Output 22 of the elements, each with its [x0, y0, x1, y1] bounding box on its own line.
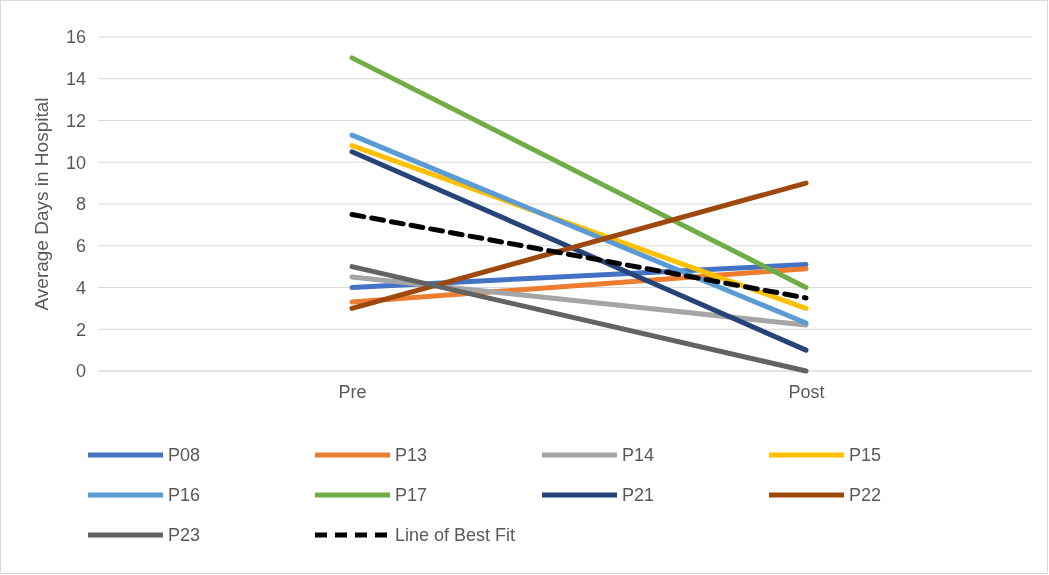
y-tick-label: 10 [65, 152, 86, 173]
legend-label: P08 [168, 445, 201, 465]
legend-label: P21 [622, 485, 655, 505]
legend-label: P16 [168, 485, 201, 505]
x-tick-label: Post [788, 381, 825, 402]
legend-label: P22 [849, 485, 882, 505]
y-tick-label: 0 [75, 361, 86, 382]
y-tick-label: 6 [75, 236, 86, 257]
legend-label: P13 [395, 445, 428, 465]
legend-label: P15 [849, 445, 882, 465]
y-tick-label: 8 [75, 194, 86, 215]
x-tick-label: Pre [338, 381, 367, 402]
y-tick-label: 14 [65, 69, 86, 90]
y-tick-label: 12 [65, 110, 86, 131]
y-axis-title: Average Days in Hospital [31, 97, 52, 311]
legend-label: Line of Best Fit [395, 525, 516, 545]
legend-label: P23 [168, 525, 201, 545]
legend-label: P14 [622, 445, 655, 465]
y-tick-label: 2 [75, 319, 86, 340]
y-tick-label: 4 [75, 277, 86, 298]
legend-label: P17 [395, 485, 428, 505]
y-tick-label: 16 [65, 27, 86, 48]
